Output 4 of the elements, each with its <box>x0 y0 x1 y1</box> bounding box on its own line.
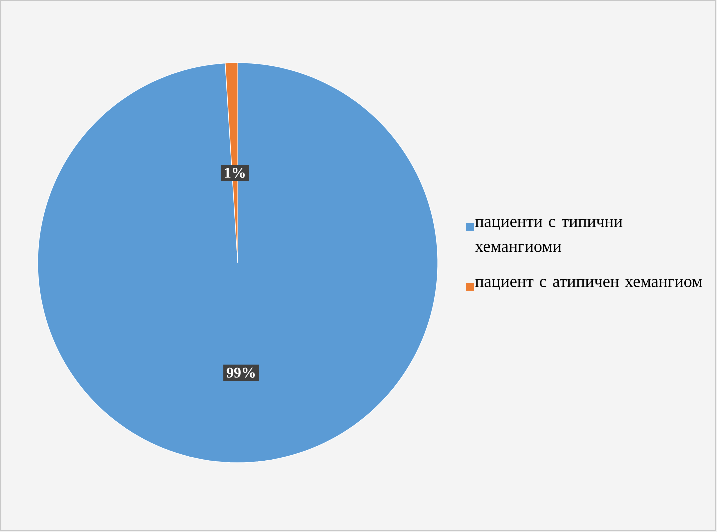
data-label: 1% <box>225 168 245 178</box>
legend-label: пациент с атипичен хемангиом <box>476 279 702 290</box>
legend-label: пациенти с типични хемангиоми <box>475 219 623 252</box>
data-label: 99% <box>226 368 255 378</box>
